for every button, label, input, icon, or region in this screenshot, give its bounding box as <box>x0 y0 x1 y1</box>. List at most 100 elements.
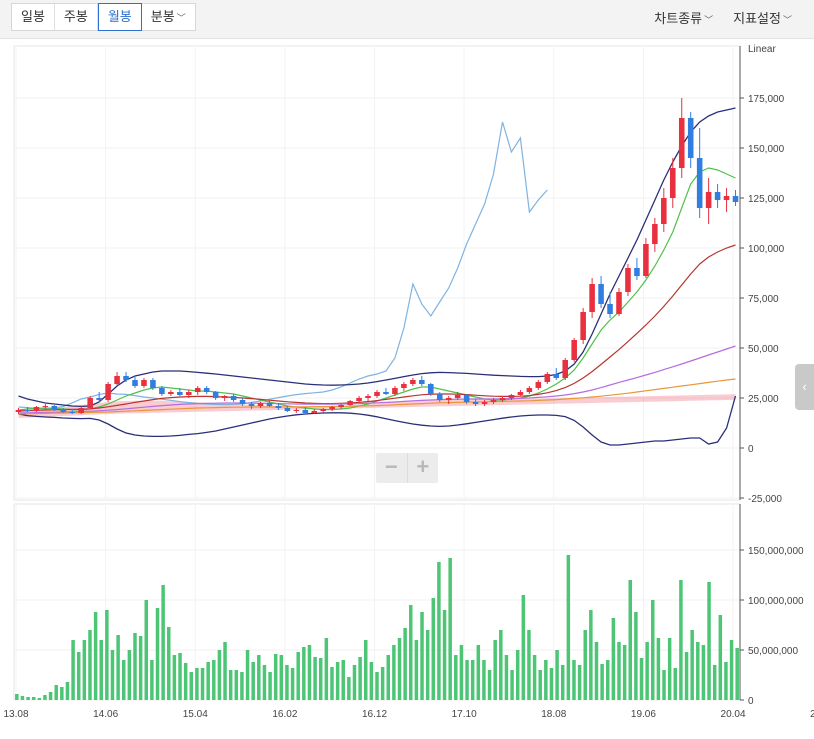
volume-bar <box>82 640 87 700</box>
time-axis-label: 21.02 <box>810 709 814 720</box>
candle <box>42 404 49 409</box>
candle <box>150 378 156 390</box>
volume-bar <box>645 642 649 700</box>
candle-body <box>33 407 40 411</box>
volume-bar <box>577 665 582 700</box>
volume-bar <box>414 640 419 700</box>
candle <box>562 358 569 380</box>
candle <box>185 390 192 398</box>
volume-bar <box>240 672 244 700</box>
volume-bar <box>392 645 396 700</box>
price-tick-label: 175,000 <box>748 94 785 105</box>
zoom-in-button[interactable]: + <box>406 453 439 483</box>
candle-body <box>96 398 102 400</box>
candle-body <box>490 400 497 402</box>
candle <box>553 368 560 380</box>
volume-bar <box>532 655 537 700</box>
candle-body <box>562 360 569 378</box>
candle-body <box>239 400 246 404</box>
candle <box>463 394 470 404</box>
tab-monthly[interactable]: 월봉 <box>97 3 142 31</box>
candle <box>544 372 551 384</box>
volume-bar <box>397 638 402 700</box>
volume-bar <box>442 610 447 700</box>
zoom-out-button[interactable]: − <box>384 454 398 479</box>
volume-tick-label: 0 <box>748 696 754 707</box>
candle <box>427 383 434 396</box>
volume-bar <box>437 562 441 700</box>
candle-body <box>266 403 273 406</box>
candle <box>598 276 604 308</box>
volume-bar <box>566 555 571 700</box>
candle <box>508 394 515 400</box>
candle <box>293 408 300 413</box>
volume-bar <box>493 640 497 700</box>
volume-bar <box>589 610 593 700</box>
zoom-controls: − + <box>376 453 438 483</box>
candle-body <box>732 196 739 202</box>
volume-bar <box>65 682 70 700</box>
candle-body <box>212 392 219 398</box>
chevron-down-icon: ﹀ <box>704 14 714 25</box>
volume-bar <box>296 652 300 700</box>
candle-body <box>517 392 524 395</box>
indicator-settings-label: 지표설정 <box>733 10 781 26</box>
candle-body <box>687 118 694 158</box>
volume-bar <box>48 692 53 700</box>
candle-body <box>365 396 371 398</box>
tab-daily[interactable]: 일봉 <box>12 4 55 30</box>
candle <box>159 386 165 396</box>
volume-bar <box>335 662 340 700</box>
volume-bar <box>651 600 655 700</box>
chart-type-menu[interactable]: 차트종류 ﹀ <box>654 8 713 27</box>
candle <box>535 380 542 390</box>
candle <box>177 388 183 396</box>
candle-body <box>150 380 156 388</box>
volume-bar <box>262 665 267 700</box>
volume-bar <box>172 655 177 700</box>
volume-bar <box>690 630 694 700</box>
candle <box>634 258 640 280</box>
time-axis-label: 14.06 <box>93 709 118 720</box>
volume-bar <box>285 665 289 700</box>
candle-body <box>714 192 721 200</box>
candle <box>284 406 291 412</box>
candle <box>230 394 237 402</box>
candle-body <box>383 392 389 394</box>
volume-bar <box>71 640 75 700</box>
volume-bar <box>386 655 391 700</box>
candle <box>266 400 273 407</box>
candle-body <box>427 384 434 394</box>
time-axis-label: 13.08 <box>3 709 28 720</box>
volume-bar <box>212 660 216 700</box>
candle-body <box>60 409 67 412</box>
tab-weekly[interactable]: 주봉 <box>55 4 98 30</box>
candle-body <box>508 395 515 398</box>
candle <box>257 402 264 408</box>
candle <box>499 396 506 402</box>
stock-chart[interactable]: -25,000 0 25,000 50,000 75,000 100,000 125,000… <box>0 38 814 739</box>
tab-minute[interactable]: 분봉 ﹀ <box>142 4 195 30</box>
candle-body <box>185 392 192 395</box>
candle <box>419 376 425 386</box>
volume-bar <box>656 638 661 700</box>
candle-body <box>230 396 237 400</box>
candle-body <box>463 395 470 402</box>
candle-body <box>607 304 613 314</box>
candle <box>392 386 398 396</box>
indicator-settings-menu[interactable]: 지표설정 ﹀ <box>733 8 792 27</box>
side-panel-toggle[interactable]: ‹ <box>795 364 814 410</box>
candle-body <box>141 380 147 386</box>
volume-bar <box>144 600 149 700</box>
candle <box>526 386 533 394</box>
volume-bar <box>150 660 154 700</box>
volume-bar <box>290 668 295 700</box>
candle <box>472 399 479 406</box>
volume-bar <box>318 658 323 700</box>
volume-bar <box>161 585 165 700</box>
time-axis-label: 16.02 <box>272 709 297 720</box>
volume-bar <box>448 558 452 700</box>
volume-bar <box>228 670 233 700</box>
volume-bar <box>611 618 616 700</box>
volume-bar <box>127 650 132 700</box>
